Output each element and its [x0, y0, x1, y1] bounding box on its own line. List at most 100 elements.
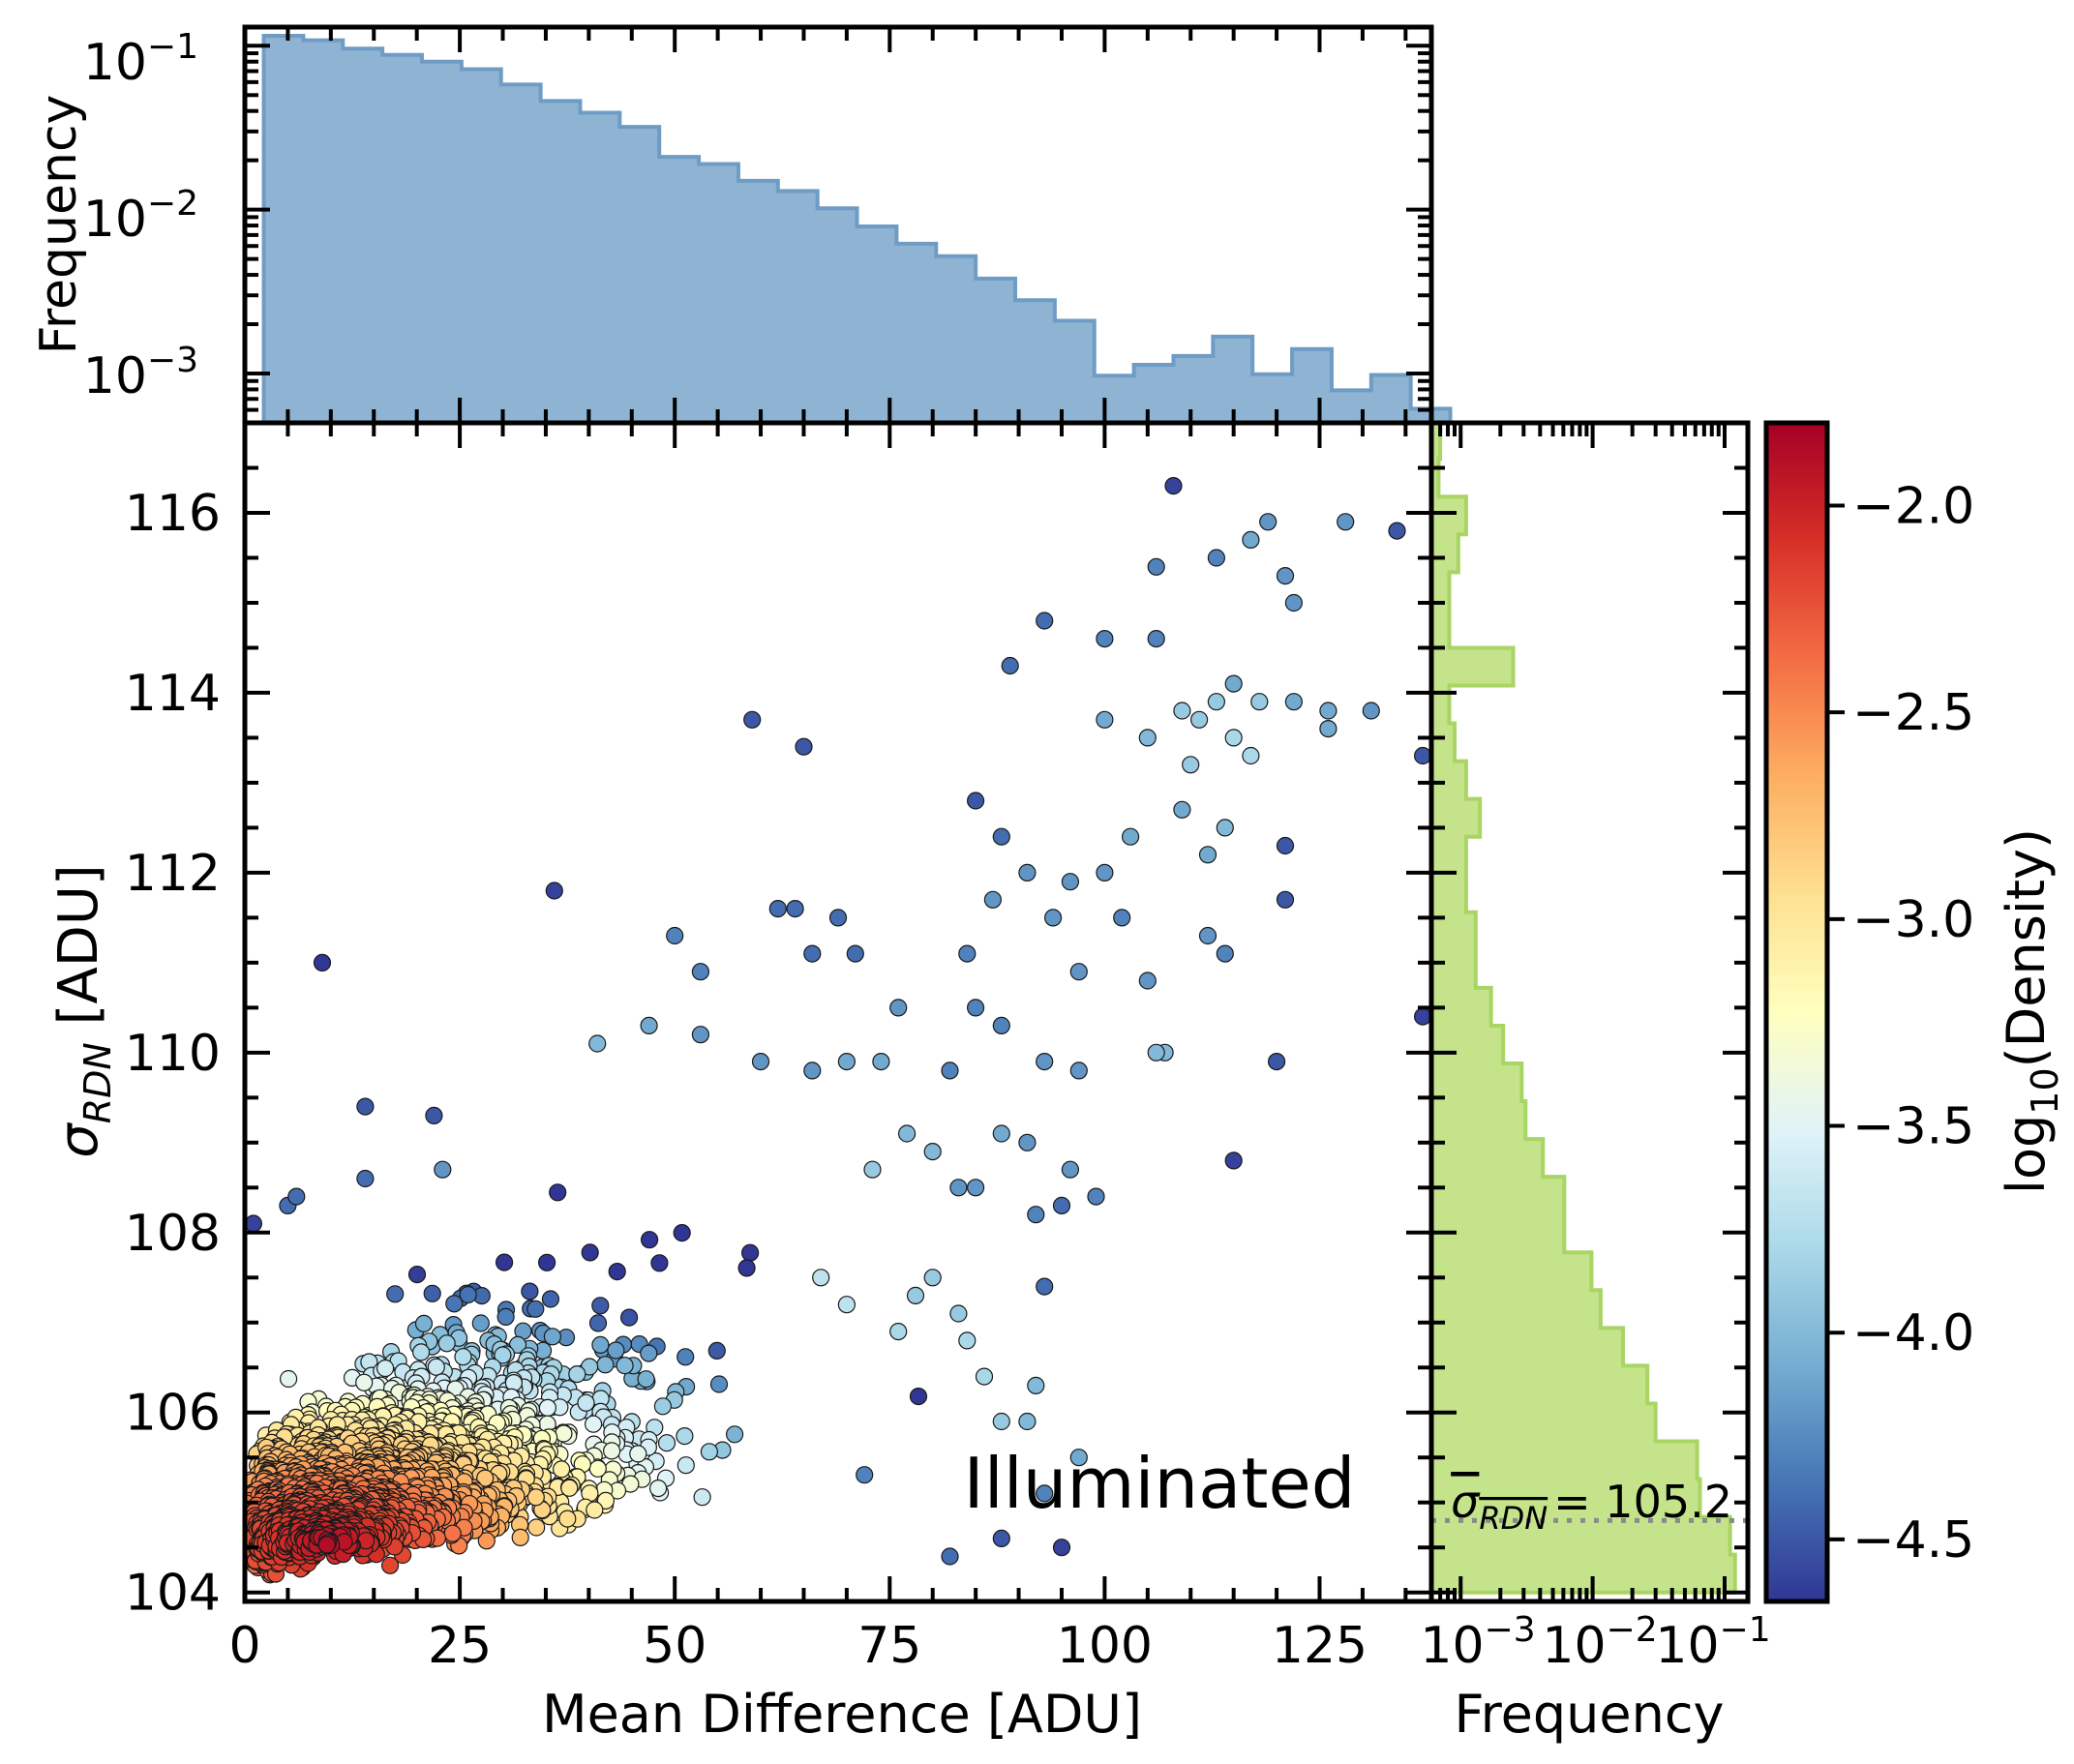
scatter-point [511, 1528, 529, 1547]
scatter-point [1147, 557, 1165, 576]
scatter-point [1173, 800, 1191, 819]
scatter-y-tick-labels: 104 106 108 110 112 114 116 [125, 485, 221, 1623]
scatter-point [653, 1397, 673, 1416]
scatter-point [768, 899, 787, 918]
scatter-point [637, 1370, 655, 1389]
scatter-point [676, 1426, 694, 1446]
scatter-point [1164, 477, 1183, 495]
scatter-point [476, 1469, 495, 1487]
scatter-point [1267, 1052, 1286, 1071]
scatter-point [846, 944, 864, 963]
top-histogram-bars [261, 34, 1453, 425]
scatter-point [496, 1307, 515, 1327]
scatter-point [1061, 873, 1080, 891]
scatter-point [1198, 926, 1217, 945]
y-tick-label: 114 [125, 665, 221, 723]
scatter-point [640, 1344, 658, 1362]
scatter-point [803, 944, 822, 963]
scatter-point [425, 1106, 443, 1125]
scatter-point [837, 1052, 857, 1071]
scatter-point [427, 1358, 445, 1376]
scatter-point [543, 1328, 562, 1346]
top-y-tick-label: 10−3 [83, 341, 198, 405]
scatter-point [1001, 656, 1019, 675]
top-histogram-y-axis-label: Frequency [30, 95, 88, 355]
panel-label: Illuminated [964, 1443, 1356, 1524]
scatter-point [992, 1124, 1010, 1143]
scatter-point [443, 1524, 462, 1542]
scatter-point [356, 1169, 375, 1188]
scatter-point [381, 1556, 400, 1574]
top-y-tick-label: 10−2 [83, 184, 198, 249]
y-tick-label: 110 [125, 1025, 221, 1083]
x-tick-label: 100 [1057, 1617, 1153, 1675]
scatter-point [673, 1223, 691, 1242]
scatter-point [657, 1434, 676, 1452]
colorbar-fill [1766, 423, 1827, 1601]
scatter-point [1198, 846, 1217, 864]
scatter-point [1224, 729, 1243, 747]
scatter-point [552, 1460, 571, 1479]
right-histogram-bars [1429, 421, 1737, 1595]
scatter-point [1284, 593, 1304, 613]
scatter-point [949, 1304, 968, 1323]
colorbar-tick-label: −2.0 [1852, 477, 1974, 535]
scatter-point [1189, 710, 1209, 729]
right-histogram-x-axis-label: Frequency [1455, 1684, 1725, 1745]
right-x-tick-label: 10−1 [1655, 1610, 1770, 1675]
scatter-point [992, 1412, 1010, 1431]
scatter-x-tick-labels: 0 25 50 75 100 125 [228, 1617, 1368, 1675]
scatter-point [545, 882, 563, 900]
scatter-point [1259, 513, 1277, 531]
scatter-point [588, 1034, 607, 1053]
scatter-point [1036, 1277, 1054, 1296]
scatter-point [1052, 1539, 1071, 1557]
scatter-point [414, 1314, 434, 1333]
scatter-point [560, 1479, 579, 1497]
scatter-point [245, 1214, 262, 1233]
scatter-point [1216, 819, 1234, 837]
scatter-point [828, 909, 848, 927]
scatter-point [280, 1369, 298, 1389]
scatter-point [648, 1479, 668, 1498]
y-tick-label: 116 [125, 485, 221, 543]
scatter-point [1147, 1043, 1165, 1061]
scatter-point [586, 1501, 604, 1519]
colorbar-label: log10(Density) [1996, 828, 2066, 1194]
scatter-point [313, 953, 332, 972]
scatter-point [676, 1348, 695, 1366]
y-tick-label: 106 [125, 1385, 221, 1443]
scatter-point [1061, 1160, 1080, 1179]
right-x-tick-label: 10−3 [1420, 1610, 1535, 1675]
scatter-point [743, 710, 762, 729]
scatter-point [1138, 972, 1157, 990]
scatter-point [1069, 1449, 1088, 1467]
scatter-point [1113, 909, 1131, 927]
scatter-point [863, 1160, 882, 1179]
top-y-tick-label: 10−1 [83, 27, 198, 92]
colorbar: −2.0 −2.5 −3.0 −3.5 −4.0 −4.5 log10(Density) [1763, 420, 2066, 1604]
x-tick-label: 75 [857, 1617, 921, 1675]
scatter-point [568, 1364, 586, 1384]
scatter-point [1319, 702, 1338, 720]
scatter-point [1087, 1187, 1105, 1206]
scatter-point [437, 1334, 456, 1353]
scatter-point [1182, 756, 1200, 774]
scatter-point [992, 827, 1010, 846]
scatter-point [751, 1052, 770, 1071]
scatter-point [1319, 719, 1338, 738]
x-tick-label: 50 [643, 1617, 706, 1675]
scatter-point [872, 1052, 890, 1071]
x-tick-label: 125 [1272, 1617, 1368, 1675]
scatter-point [958, 1331, 977, 1350]
scatter-point [459, 1285, 477, 1304]
colorbar-tick-label: −4.0 [1852, 1304, 1974, 1362]
scatter-point [709, 1375, 729, 1393]
colorbar-ticks: −2.0 −2.5 −3.0 −3.5 −4.0 −4.5 [1827, 477, 1974, 1570]
scatter-panel: 0 25 50 75 100 125 104 106 108 110 112 114 116 Illu… [47, 420, 1434, 1745]
scatter-point [1337, 513, 1355, 531]
scatter-point [1018, 1412, 1037, 1431]
top-histogram: 10−1 10−2 10−3 Frequency [30, 24, 1453, 426]
scatter-point [1388, 522, 1406, 540]
